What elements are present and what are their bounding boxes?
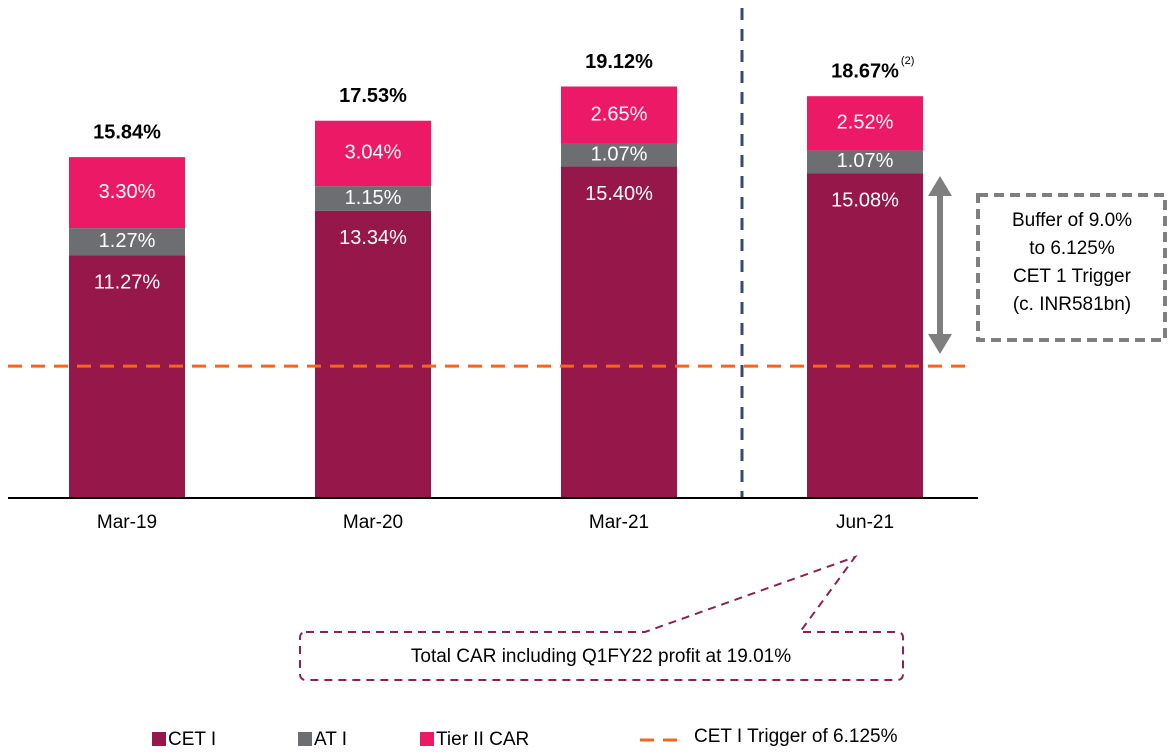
bar-segment	[315, 120, 431, 187]
bar-segment	[315, 210, 431, 498]
legend-label: CET I	[168, 729, 216, 750]
legend-label: CET I Trigger of 6.125%	[694, 726, 898, 747]
bar-segment	[807, 96, 923, 151]
buffer-text: to 6.125%	[1029, 238, 1115, 259]
buffer-arrow-heads	[928, 176, 952, 354]
bar-segment	[561, 166, 677, 498]
segment-label: 1.15%	[345, 187, 402, 209]
buffer-text: Buffer of 9.0%	[1012, 210, 1132, 231]
x-tick-label: Jun-21	[836, 512, 894, 533]
bar-segment	[69, 228, 185, 256]
bar-segment	[315, 186, 431, 211]
segment-label: 1.07%	[837, 150, 894, 172]
bar-segment	[807, 150, 923, 174]
callout-box	[299, 554, 904, 681]
bar-segment	[69, 255, 185, 498]
total-label: 18.67%	[831, 60, 899, 82]
x-tick-label: Mar-19	[97, 512, 157, 533]
segment-label: 1.27%	[99, 230, 156, 252]
legend-swatch	[298, 732, 312, 746]
x-tick-label: Mar-20	[343, 512, 403, 533]
legend-label: AT I	[314, 729, 347, 750]
legend-swatch	[420, 732, 434, 746]
bar-segment	[69, 157, 185, 229]
buffer-text: CET 1 Trigger	[1013, 266, 1132, 287]
total-label: 19.12%	[585, 51, 653, 73]
bar-segment	[561, 86, 677, 144]
segment-label: 1.07%	[591, 143, 648, 165]
segment-label: 11.27%	[94, 272, 161, 294]
buffer-text: (c. INR581bn)	[1013, 294, 1131, 315]
bar-segment	[807, 173, 923, 498]
total-label: 15.84%	[93, 121, 161, 143]
callout-text: Total CAR including Q1FY22 profit at 19.…	[411, 646, 791, 667]
segment-label: 3.30%	[99, 181, 156, 203]
legend-swatch	[152, 732, 166, 746]
segment-label: 2.52%	[837, 112, 894, 134]
segment-label: 15.08%	[831, 190, 899, 212]
bar-segment	[561, 143, 677, 167]
footnote: (2)	[901, 55, 914, 67]
segment-label: 2.65%	[591, 103, 648, 125]
segment-label: 15.40%	[585, 183, 653, 205]
segment-label: 13.34%	[339, 227, 407, 249]
x-tick-label: Mar-21	[589, 512, 649, 533]
segment-label: 3.04%	[345, 142, 402, 164]
total-label: 17.53%	[339, 85, 407, 107]
legend-label: Tier II CAR	[436, 729, 529, 750]
buffer-box	[976, 193, 1167, 342]
